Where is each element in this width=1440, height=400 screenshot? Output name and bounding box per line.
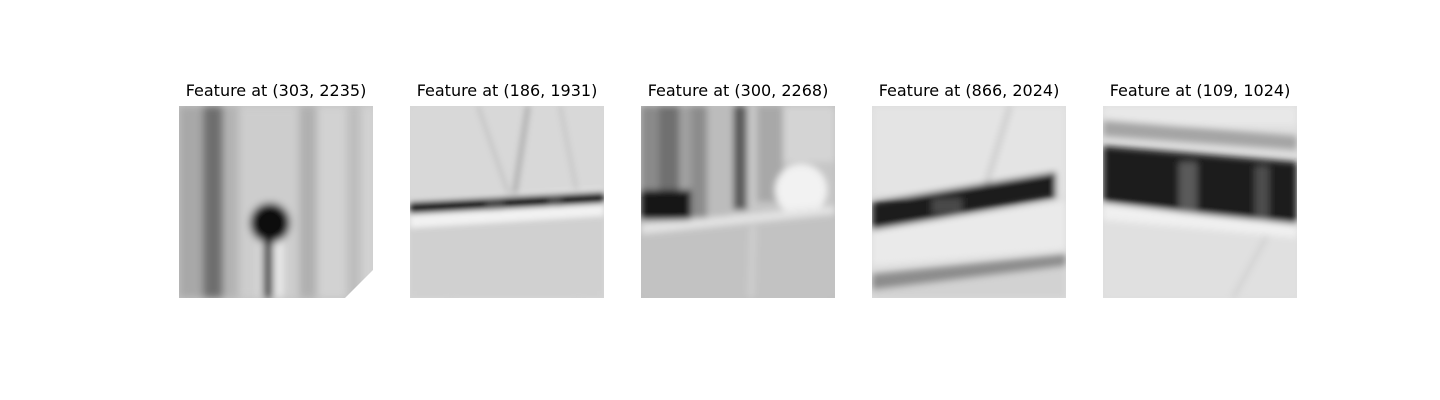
- feature-panel-3: Feature at (300, 2268): [641, 80, 835, 298]
- feature-panel-2: Feature at (186, 1931): [410, 80, 604, 298]
- feature-patch-image: [179, 106, 373, 298]
- feature-title: Feature at (186, 1931): [416, 81, 598, 100]
- feature-patch-image: [1103, 106, 1297, 298]
- feature-title: Feature at (300, 2268): [647, 81, 829, 100]
- feature-panel-5: Feature at (109, 1024): [1103, 80, 1297, 298]
- feature-title: Feature at (109, 1024): [1109, 81, 1291, 100]
- feature-patch-image: [641, 106, 835, 298]
- feature-title: Feature at (303, 2235): [185, 81, 367, 100]
- feature-patch-image: [410, 106, 604, 298]
- feature-panel-4: Feature at (866, 2024): [872, 80, 1066, 298]
- feature-patch-image: [872, 106, 1066, 298]
- feature-panel-1: Feature at (303, 2235): [179, 80, 373, 298]
- feature-title: Feature at (866, 2024): [878, 81, 1060, 100]
